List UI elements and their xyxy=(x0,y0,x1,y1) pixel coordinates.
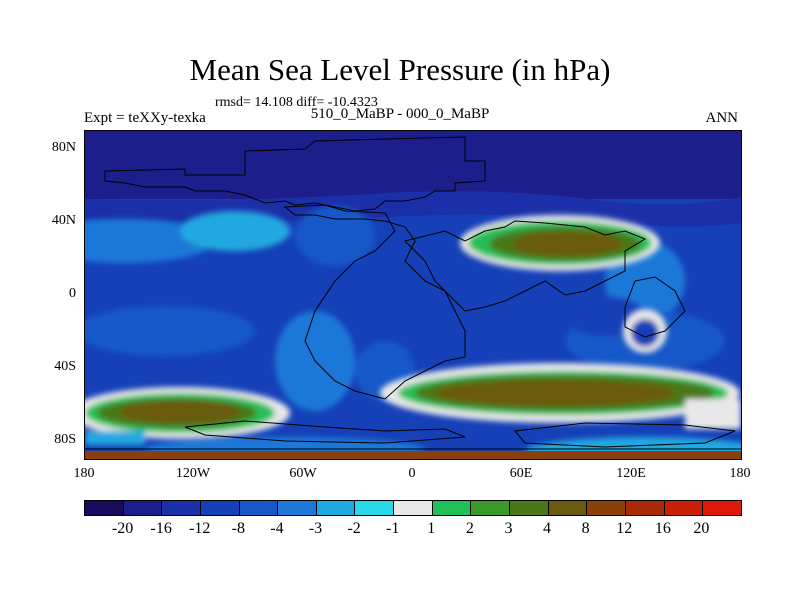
colorbar-label: -4 xyxy=(270,520,284,537)
lat-label-0: 0 xyxy=(69,286,76,301)
field-arctic-low xyxy=(85,131,741,199)
colorbar-label: -16 xyxy=(150,520,172,537)
coastlines xyxy=(85,136,741,450)
lon-label-0: 0 xyxy=(408,466,416,481)
colorbar-swatch xyxy=(587,501,626,515)
field-northern-high xyxy=(460,215,667,353)
period-label: 510_0_MaBP - 000_0_MaBP xyxy=(310,106,490,122)
colorbar-swatch xyxy=(664,501,704,515)
lon-label-180w: 180 xyxy=(73,466,95,481)
colorbar-label: 3 xyxy=(504,520,513,537)
colorbar-label: -8 xyxy=(231,520,245,537)
lon-label-60w: 60W xyxy=(289,466,317,481)
lon-label-120w: 120W xyxy=(175,466,211,481)
colorbar-swatch xyxy=(625,501,665,515)
colorbar-label: 1 xyxy=(427,520,436,537)
colorbar xyxy=(84,500,742,516)
colorbar-swatch xyxy=(239,501,279,515)
colorbar-swatch xyxy=(703,501,741,515)
colorbar-swatch xyxy=(510,501,549,515)
colorbar-swatch xyxy=(548,501,588,515)
lon-label-60e: 60E xyxy=(509,466,533,481)
colorbar-label: -1 xyxy=(386,520,400,537)
lat-label-40s: 40S xyxy=(54,359,76,374)
colorbar-label: -12 xyxy=(189,520,211,537)
lat-label-40n: 40N xyxy=(51,213,76,228)
colorbar-swatch xyxy=(278,501,317,515)
lat-label-80s: 80S xyxy=(54,432,76,447)
colorbar-label: 8 xyxy=(581,520,590,537)
pressure-map xyxy=(84,130,742,460)
colorbar-swatch xyxy=(355,501,395,515)
map-canvas xyxy=(85,131,741,459)
colorbar-label: -3 xyxy=(308,520,323,537)
lon-label-120e: 120E xyxy=(616,466,646,481)
colorbar-swatch xyxy=(162,501,201,515)
colorbar-label: 12 xyxy=(616,520,633,537)
colorbar-swatch xyxy=(471,501,511,515)
colorbar-label: 2 xyxy=(465,520,474,537)
colorbar-swatch xyxy=(432,501,472,515)
lat-label-80n: 80N xyxy=(51,140,76,155)
colorbar-label: 16 xyxy=(654,520,671,537)
colorbar-label: 4 xyxy=(543,520,552,537)
rmsd-stats: rmsd= 14.108 diff= -10.4323 xyxy=(215,95,378,110)
experiment-label: Expt = teXXy-texka xyxy=(84,110,206,126)
colorbar-label: -20 xyxy=(111,520,134,537)
field-southern-high-east xyxy=(380,363,741,429)
colorbar-swatch xyxy=(394,501,433,515)
colorbar-swatch xyxy=(200,501,240,515)
colorbar-label: 20 xyxy=(693,520,710,537)
colorbar-label: -2 xyxy=(347,520,361,537)
field-south-pole-strip xyxy=(85,451,741,459)
lon-label-180e: 180 xyxy=(729,466,751,481)
colorbar-swatch xyxy=(123,501,163,515)
season-label: ANN xyxy=(705,110,739,126)
colorbar-swatch xyxy=(316,501,356,515)
plot-title: Mean Sea Level Pressure (in hPa) xyxy=(189,52,611,87)
colorbar-swatch xyxy=(85,501,124,515)
